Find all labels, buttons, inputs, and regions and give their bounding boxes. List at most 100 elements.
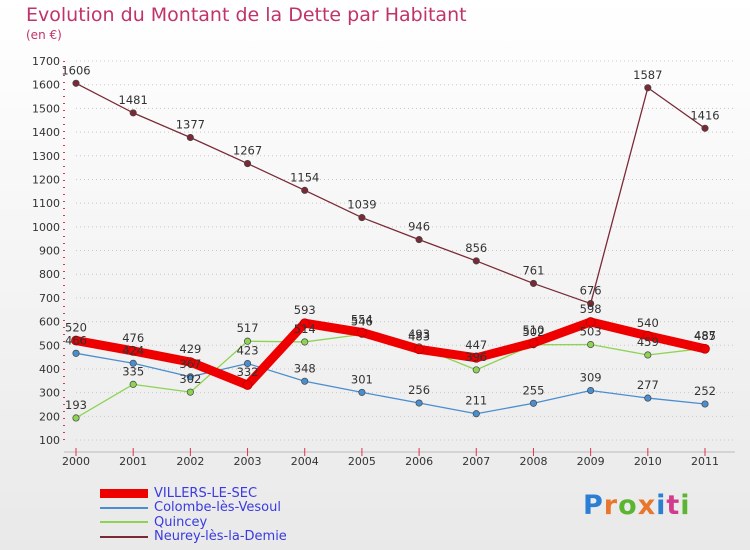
data-point <box>472 410 480 418</box>
data-point <box>528 338 539 348</box>
data-label: 554 <box>351 312 373 326</box>
chart-title: Evolution du Montant de la Dette par Hab… <box>26 4 467 26</box>
data-label: 514 <box>294 322 316 336</box>
y-tick-label: 500 <box>39 339 60 352</box>
data-point <box>587 300 595 308</box>
data-point <box>71 335 81 346</box>
data-point <box>243 359 252 368</box>
y-tick-label: 900 <box>39 245 60 258</box>
data-point <box>414 344 424 355</box>
legend-item: VILLERS-LE-SEC <box>100 486 287 501</box>
data-point <box>129 359 137 367</box>
data-label: 348 <box>294 361 316 375</box>
data-point <box>529 399 538 407</box>
y-tick-label: 600 <box>39 316 60 329</box>
legend-item: Neurey-lès-la-Demie <box>100 529 287 544</box>
data-label: 396 <box>465 350 487 364</box>
y-tick-label: 800 <box>39 268 60 281</box>
data-label: 510 <box>522 323 544 337</box>
data-point <box>129 109 137 117</box>
data-point <box>358 388 366 396</box>
logo-letter: P <box>583 490 604 521</box>
x-tick-label: 2004 <box>291 455 319 468</box>
series-line-colombe-l-s-vesoul <box>75 352 706 415</box>
x-tick-label: 2009 <box>577 455 605 468</box>
data-label: 424 <box>122 343 144 357</box>
y-tick-label: 1700 <box>32 55 60 68</box>
data-label: 447 <box>465 338 487 352</box>
data-label: 332 <box>237 365 259 379</box>
data-label: 429 <box>179 342 201 356</box>
logo-letter: o <box>618 490 638 521</box>
data-point <box>471 352 482 363</box>
data-point <box>585 317 596 327</box>
data-label: 1587 <box>633 68 662 82</box>
legend-swatch <box>100 488 148 498</box>
legend-item: Colombe-lès-Vesoul <box>100 500 287 515</box>
data-label: 335 <box>122 364 144 378</box>
data-label: 483 <box>408 329 430 343</box>
series-line-quincey <box>75 333 706 419</box>
x-tick-label: 2005 <box>348 455 376 468</box>
legend-swatch <box>100 535 148 538</box>
data-point <box>301 338 309 346</box>
data-label: 540 <box>637 316 659 330</box>
data-label: 1481 <box>119 93 148 107</box>
data-point <box>301 377 309 385</box>
data-point <box>529 279 538 287</box>
data-label: 423 <box>237 343 259 357</box>
data-label: 256 <box>408 383 430 397</box>
data-label: 1377 <box>176 118 205 132</box>
x-tick-label: 2011 <box>691 455 719 468</box>
data-label: 476 <box>122 331 144 345</box>
logo-letter: r <box>603 490 619 521</box>
data-label: 466 <box>65 333 87 347</box>
y-tick-label: 1100 <box>32 197 60 210</box>
data-point <box>587 386 595 395</box>
data-label: 598 <box>580 302 602 316</box>
data-point <box>644 394 652 402</box>
y-tick-label: 1000 <box>32 221 60 234</box>
data-point <box>243 337 252 345</box>
data-point <box>301 186 309 194</box>
x-tick-label: 2008 <box>519 455 547 468</box>
data-point <box>129 380 137 388</box>
data-point <box>415 399 423 407</box>
data-point <box>700 343 710 354</box>
data-label: 593 <box>294 303 316 317</box>
y-tick-label: 300 <box>39 387 60 400</box>
data-point <box>186 133 194 142</box>
data-label: 503 <box>580 325 602 339</box>
x-tick-label: 2003 <box>234 455 262 468</box>
data-point <box>128 346 139 356</box>
y-tick-label: 400 <box>39 363 60 376</box>
data-point <box>472 366 480 374</box>
legend-swatch <box>100 521 148 524</box>
data-label: 277 <box>637 378 659 392</box>
data-label: 302 <box>179 372 201 386</box>
y-tick-label: 100 <box>39 434 60 447</box>
series-line-neurey-l-s-la-demie <box>75 82 706 305</box>
data-point <box>642 330 653 341</box>
data-label: 546 <box>351 314 373 328</box>
legend-item: Quincey <box>100 515 287 530</box>
x-tick-label: 2002 <box>176 455 204 468</box>
data-label: 193 <box>65 398 87 412</box>
logo-letter: i <box>656 490 667 521</box>
logo-letter: x <box>637 490 657 521</box>
y-tick-label: 700 <box>39 292 60 305</box>
data-label: 1154 <box>290 170 319 184</box>
y-tick-label: 1400 <box>32 126 60 139</box>
x-tick-label: 2001 <box>119 455 147 468</box>
x-tick-label: 2007 <box>462 455 490 468</box>
chart-subtitle: (en €) <box>26 28 62 42</box>
data-label: 502 <box>522 325 544 339</box>
data-label: 367 <box>179 357 201 371</box>
y-tick-label: 1200 <box>32 173 60 186</box>
data-point <box>701 124 709 132</box>
data-label: 1416 <box>690 108 719 122</box>
data-label: 1606 <box>61 63 90 77</box>
data-label: 211 <box>465 394 487 408</box>
data-point <box>701 400 709 408</box>
